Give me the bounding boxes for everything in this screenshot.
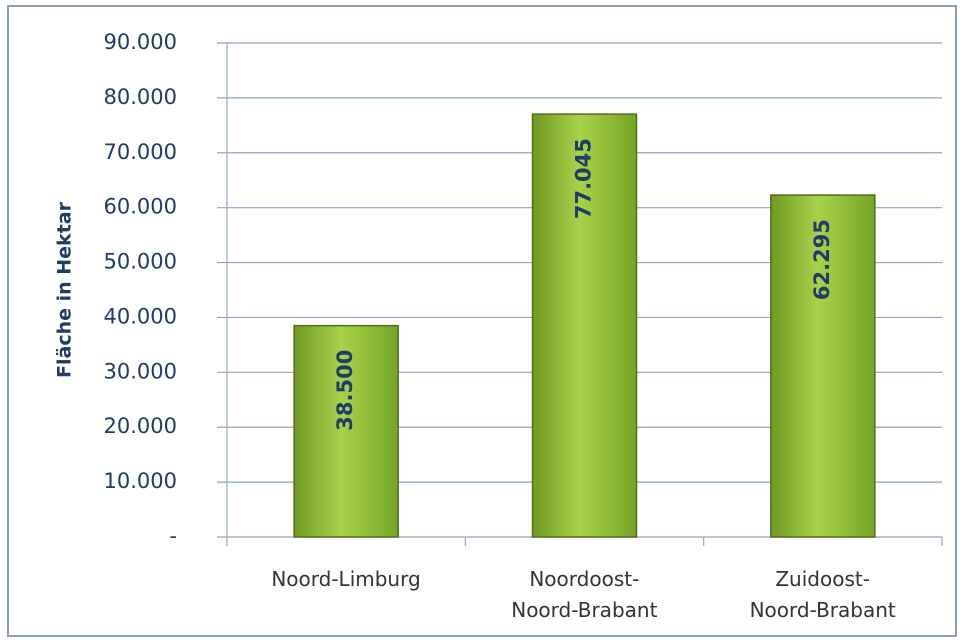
bar	[770, 194, 876, 538]
bar	[293, 324, 399, 538]
bar	[531, 113, 638, 538]
data-label: 38.500	[333, 350, 357, 431]
y-tick-label: 20.000	[104, 414, 177, 438]
x-tick-label: Noord-Limburg	[271, 567, 421, 591]
y-tick-label: 10.000	[104, 469, 177, 493]
y-tick-label: -	[169, 524, 177, 548]
y-axis-label: Fläche in Hektar	[54, 201, 76, 378]
y-tick-label: 80.000	[104, 85, 177, 109]
y-tick-label: 50.000	[104, 250, 177, 274]
y-tick-label: 30.000	[104, 359, 177, 383]
y-tick-label: 90.000	[104, 30, 177, 54]
chart-frame	[7, 5, 957, 637]
y-tick-label: 70.000	[104, 140, 177, 164]
y-tick-label: 40.000	[104, 304, 177, 328]
y-tick-label: 60.000	[104, 195, 177, 219]
data-label: 62.295	[810, 219, 834, 300]
data-label: 77.045	[572, 138, 596, 219]
x-tick-label: Zuidoost- Noord-Brabant	[749, 567, 896, 622]
x-tick-label: Noordoost- Noord-Brabant	[511, 567, 658, 622]
